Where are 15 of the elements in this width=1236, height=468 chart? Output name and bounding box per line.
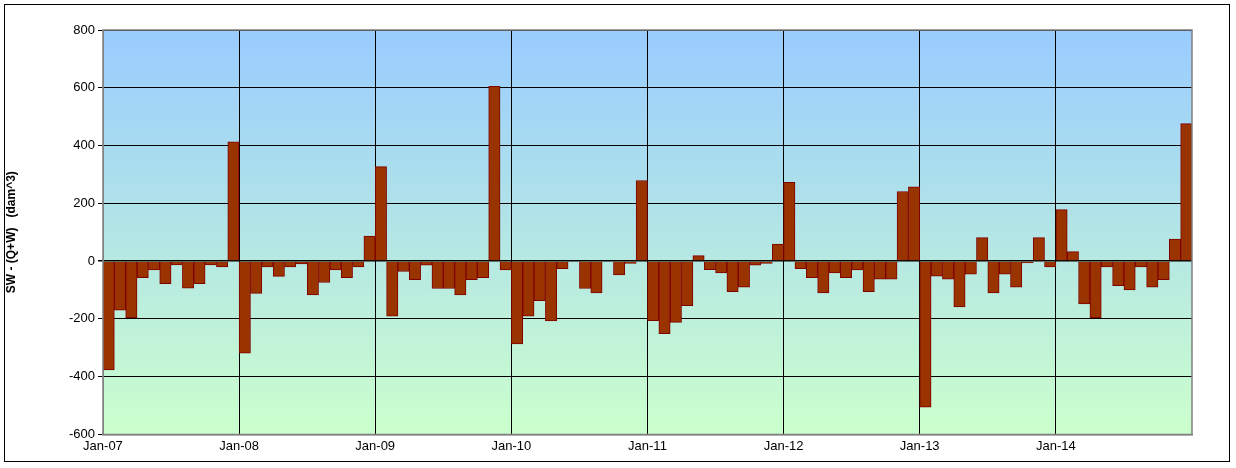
y-tick-label: 400 xyxy=(73,137,95,153)
y-tick-label: -400 xyxy=(68,368,95,384)
x-tick-label: Jan-13 xyxy=(899,437,940,453)
y-tick-label: 800 xyxy=(73,21,95,37)
y-tick-label: -200 xyxy=(68,310,95,326)
x-tick-label: Jan-12 xyxy=(763,437,804,453)
x-tick-label: Jan-11 xyxy=(628,437,667,453)
x-tick-label: Jan-08 xyxy=(219,437,259,453)
y-axis-title: SW - (Q+W) (dam^3) xyxy=(3,171,18,294)
y-tick-label: 0 xyxy=(87,252,95,268)
x-tick-label: Jan-09 xyxy=(355,437,396,453)
x-tick-label: Jan-10 xyxy=(491,437,532,453)
y-tick-label: 200 xyxy=(73,194,95,210)
y-tick-label: 600 xyxy=(73,79,95,95)
x-tick-label: Jan-14 xyxy=(1035,437,1076,453)
